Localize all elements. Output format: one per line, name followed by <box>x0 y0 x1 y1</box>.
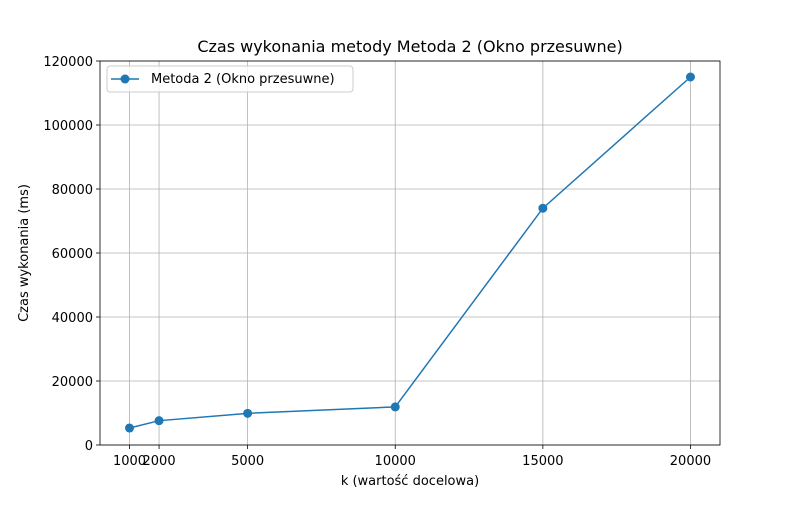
data-point <box>390 402 400 412</box>
data-point <box>538 203 548 213</box>
y-tick-label: 0 <box>85 439 93 454</box>
data-point <box>125 423 135 433</box>
x-tick-label: 1000 <box>113 454 146 469</box>
y-axis-label: Czas wykonania (ms) <box>17 184 32 322</box>
x-tick-label: 5000 <box>231 454 264 469</box>
data-point <box>154 416 164 426</box>
legend-entry-label: Metoda 2 (Okno przesuwne) <box>151 72 335 87</box>
y-tick-label: 40000 <box>52 311 93 326</box>
x-tick-label: 20000 <box>670 454 711 469</box>
legend: Metoda 2 (Okno przesuwne) <box>106 65 354 93</box>
x-tick-label: 15000 <box>522 454 563 469</box>
y-tick-label: 20000 <box>52 375 93 390</box>
x-tick-label: 2000 <box>143 454 176 469</box>
legend-marker-swatch <box>120 74 130 84</box>
y-tick-label: 80000 <box>52 183 93 198</box>
series-line <box>129 76 691 429</box>
y-tick-label: 120000 <box>43 55 93 70</box>
x-tick-label: 10000 <box>375 454 416 469</box>
legend-box <box>106 65 354 93</box>
data-point <box>685 72 695 82</box>
x-axis-label: k (wartość docelowa) <box>341 474 479 489</box>
series-layer <box>125 72 695 433</box>
y-tick-label: 100000 <box>43 119 93 134</box>
chart-title: Czas wykonania metody Metoda 2 (Okno prz… <box>197 37 622 56</box>
y-tick-label: 60000 <box>52 247 93 262</box>
data-point <box>243 408 253 418</box>
